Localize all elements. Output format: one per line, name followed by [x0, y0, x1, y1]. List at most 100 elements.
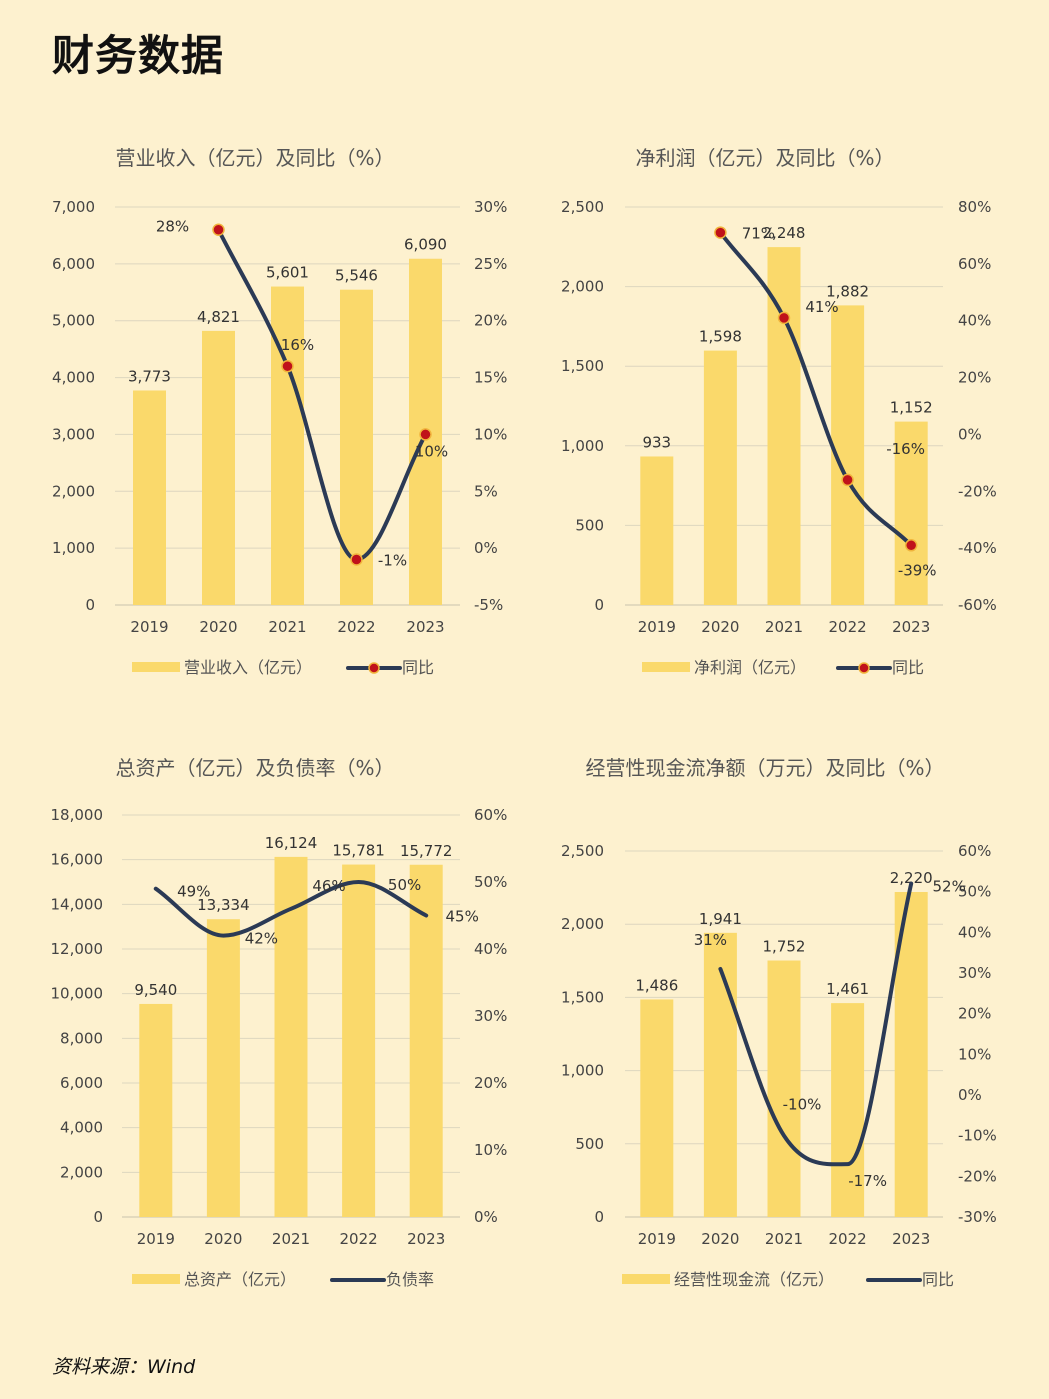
bar-data-label: 2,248 — [763, 224, 806, 242]
x-tick-label: 2020 — [199, 618, 237, 636]
legend: 营业收入（亿元） 同比 — [132, 658, 434, 677]
y-right-tick-label: 40% — [958, 923, 991, 941]
y-right-tick-label: 50% — [958, 883, 991, 901]
line-data-label: 41% — [805, 298, 838, 316]
legend-line-label: 负债率 — [386, 1270, 434, 1289]
bar — [139, 1003, 173, 1217]
line-data-label: -16% — [886, 440, 925, 458]
y-right-tick-label: 5% — [474, 482, 498, 500]
x-tick-label: 2019 — [638, 618, 676, 636]
y-right-tick-label: 30% — [474, 1007, 507, 1025]
y-left-tick-label: 16,000 — [51, 851, 104, 869]
line-marker — [350, 553, 363, 566]
chart-title: 经营性现金流净额（万元）及同比（%） — [585, 756, 945, 780]
bar — [271, 286, 304, 605]
legend-bar-label: 总资产（亿元） — [184, 1270, 296, 1289]
y-left-tick-label: 500 — [575, 1135, 604, 1153]
line-data-label: 52% — [933, 878, 966, 896]
chart-title: 总资产（亿元）及负债率（%） — [115, 756, 395, 780]
line-series — [216, 227, 428, 562]
line-data-label: -17% — [848, 1172, 887, 1190]
chart-operating-cashflow: 经营性现金流净额（万元）及同比（%） 0 500 1,000 1,500 2,000 2,… — [510, 750, 1020, 1310]
y-right-tick-label: 80% — [958, 198, 991, 216]
y-right-tick-label: 20% — [474, 1074, 507, 1092]
bar-data-label: 9,540 — [134, 981, 177, 999]
bar — [894, 421, 928, 605]
chart-title: 净利润（亿元）及同比（%） — [635, 146, 895, 170]
line-marker — [281, 359, 294, 373]
chart-net-profit-svg: 0 500 1,000 1,500 2,000 2,500 -60% -40% -20% 0% 20… — [561, 198, 997, 677]
bar-data-label: 4,821 — [197, 308, 240, 326]
legend-bar-label: 经营性现金流（亿元） — [674, 1270, 834, 1289]
line-marker — [777, 311, 791, 325]
bar — [831, 1003, 865, 1217]
bar-data-label: 5,546 — [335, 267, 378, 285]
y-left-tick-label: 6,000 — [60, 1074, 103, 1092]
line-data-label: 50% — [388, 876, 421, 894]
y-left-tick-label: 18,000 — [51, 806, 104, 824]
legend-line-marker — [368, 662, 380, 674]
y-right-tick-label: 10% — [474, 1141, 507, 1159]
y-right-tick-label: 60% — [958, 255, 991, 273]
bar-data-label: 16,124 — [265, 834, 318, 852]
bar — [206, 919, 240, 1217]
x-tick-label: 2021 — [272, 1230, 310, 1248]
x-tick-label: 2021 — [765, 618, 803, 636]
y-right-tick-label: 30% — [474, 198, 507, 216]
line-data-label: -1% — [378, 552, 407, 570]
x-tick-label: 2023 — [407, 1230, 445, 1248]
y-right-tick-label: -40% — [958, 539, 997, 557]
y-right-tick-label: 40% — [474, 940, 507, 958]
y-left-tick-label: 2,000 — [60, 1163, 103, 1181]
page-title: 财务数据 — [52, 31, 225, 80]
x-tick-label: 2021 — [268, 618, 306, 636]
y-left-tick-label: 14,000 — [51, 895, 104, 913]
y-right-tick-label: 0% — [958, 425, 982, 443]
chart-net-profit: 净利润（亿元）及同比（%） 0 500 1,000 1,500 2,000 2,500 -6… — [510, 140, 1020, 700]
y-left-tick-label: 2,000 — [561, 915, 604, 933]
bar — [133, 390, 166, 605]
y-right-tick-label: 10% — [474, 425, 507, 443]
y-right-tick-label: 10% — [958, 1045, 991, 1063]
y-left-tick-label: 8,000 — [60, 1029, 103, 1047]
bar-data-label: 1,598 — [699, 328, 742, 346]
bar — [274, 856, 308, 1217]
bar-data-label: 1,152 — [890, 399, 933, 417]
y-right-tick-label: 30% — [958, 964, 991, 982]
line-data-label: 46% — [312, 877, 345, 895]
chart-operating-cashflow-svg: 0 500 1,000 1,500 2,000 2,500 -30% -20% -10% 0% 10… — [561, 842, 997, 1289]
y-left-tick-label: 1,500 — [561, 357, 604, 375]
line-data-label: 31% — [694, 931, 727, 949]
line-marker — [212, 223, 225, 236]
x-tick-label: 2020 — [701, 618, 739, 636]
legend-line-label: 同比 — [922, 1270, 954, 1289]
bar-data-label: 1,486 — [635, 976, 678, 994]
y-left-tick-label: 3,000 — [52, 425, 95, 443]
bar — [767, 247, 801, 605]
y-left-tick-label: 1,000 — [52, 539, 95, 557]
y-left-tick-label: 10,000 — [51, 985, 104, 1003]
bar — [409, 864, 443, 1217]
y-left-tick-label: 2,500 — [561, 198, 604, 216]
bar-data-label: 1,882 — [826, 282, 869, 300]
chart-total-assets-svg: 0 2,000 4,000 6,000 8,000 10,000 12,000 14,000 1… — [51, 806, 508, 1289]
line-series — [153, 879, 429, 938]
line-marker — [841, 473, 854, 487]
chart-revenue: 营业收入（亿元）及同比（%） 0 1,000 2,000 3,000 4,000 5,00… — [0, 140, 510, 700]
x-tick-label: 2022 — [829, 618, 867, 636]
y-left-tick-label: 4,000 — [60, 1119, 103, 1137]
legend-bar-swatch — [132, 662, 180, 672]
line-data-label: -39% — [898, 561, 937, 579]
line-marker — [904, 539, 918, 552]
line-marker — [419, 428, 432, 441]
y-right-tick-label: 15% — [474, 369, 507, 387]
x-tick-label: 2022 — [340, 1230, 378, 1248]
line-data-label: 45% — [446, 908, 479, 926]
line-data-label: 71% — [742, 225, 775, 243]
chart-title: 营业收入（亿元）及同比（%） — [115, 146, 395, 170]
bar — [767, 960, 801, 1217]
y-left-tick-label: 500 — [575, 516, 604, 534]
x-tick-label: 2020 — [204, 1230, 242, 1248]
legend: 净利润（亿元） 同比 — [642, 658, 924, 677]
line-data-label: 16% — [281, 336, 314, 354]
